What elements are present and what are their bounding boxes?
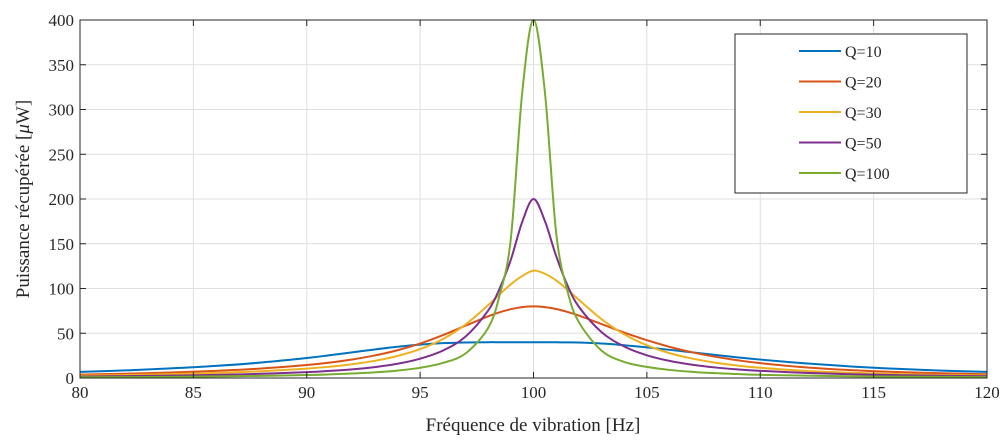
legend-label: Q=10 [845, 44, 882, 61]
y-tick-label: 200 [49, 190, 75, 209]
legend-item: Q=50 [799, 136, 882, 153]
legend-items: Q=10 Q=20 Q=30 Q=50 Q=100 [799, 44, 890, 183]
legend-label: Q=30 [845, 105, 882, 122]
x-tick-label: 110 [748, 383, 773, 402]
legend-label: Q=100 [845, 166, 890, 183]
legend-box [734, 33, 968, 194]
x-tick-labels: 80 85 90 95 100 105 110 115 120 [72, 383, 1000, 402]
y-tick-label: 400 [49, 11, 75, 30]
y-tick-labels: 0 50 100 150 200 250 300 350 400 [49, 11, 75, 388]
series-layer [79, 18, 988, 379]
x-tick-label: 100 [521, 383, 547, 402]
y-tick-label: 50 [57, 324, 74, 343]
y-tick-label: 300 [49, 101, 75, 120]
y-tick-label: 0 [66, 369, 75, 388]
y-tick-label: 250 [49, 145, 75, 164]
y-tick-label: 100 [49, 280, 75, 299]
ticks [79, 19, 988, 379]
y-axis-label-unit-prefix: μ [13, 124, 34, 135]
series-line-q-50 [79, 198, 988, 378]
x-axis-label: Fréquence de vibration [Hz] [426, 415, 641, 436]
legend-item: Q=10 [799, 44, 882, 61]
x-tick-label: 115 [861, 383, 886, 402]
y-axis-label: Puissance récupérée [μW] [13, 100, 34, 298]
y-axis-label-text: Puissance récupérée [ [13, 134, 34, 299]
x-tick-label: 120 [974, 383, 1000, 402]
legend-item: Q=100 [799, 166, 890, 183]
series-line-q-10 [79, 341, 988, 373]
legend-label: Q=20 [845, 75, 882, 92]
x-tick-label: 90 [298, 383, 315, 402]
x-tick-label: 95 [412, 383, 429, 402]
y-axis-label-unit: W] [13, 100, 34, 124]
legend-item: Q=30 [799, 105, 882, 122]
series-line-q-20 [79, 305, 988, 376]
series-line-q-30 [79, 269, 988, 377]
legend: Q=10 Q=20 Q=30 Q=50 Q=100 [734, 33, 968, 194]
legend-item: Q=20 [799, 75, 882, 92]
x-tick-label: 80 [72, 383, 89, 402]
legend-label: Q=50 [845, 136, 882, 153]
x-tick-label: 85 [185, 383, 202, 402]
y-tick-label: 150 [49, 235, 75, 254]
x-tick-label: 105 [634, 383, 660, 402]
y-tick-label: 350 [49, 56, 75, 75]
